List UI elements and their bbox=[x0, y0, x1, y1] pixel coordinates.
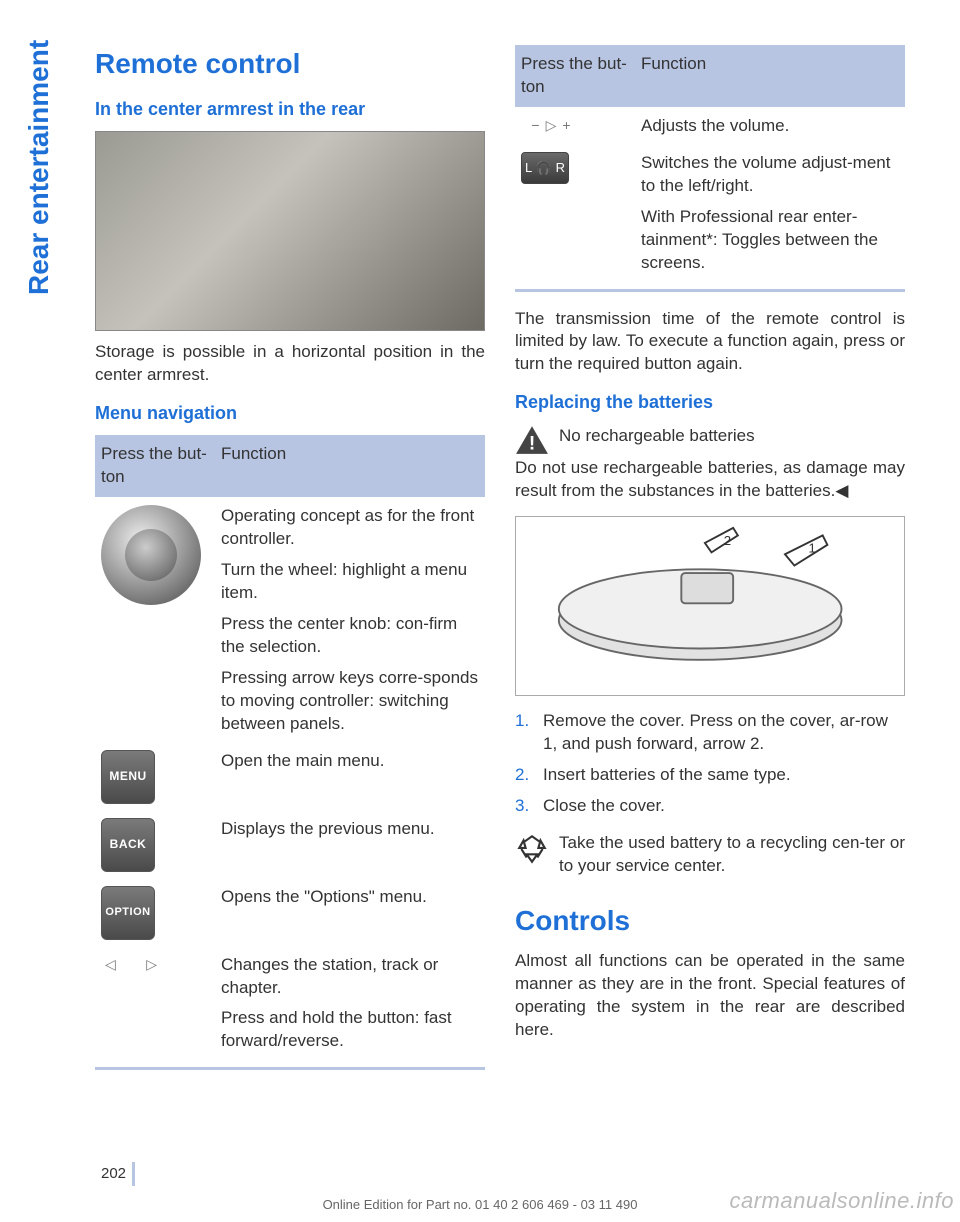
cell-text: With Professional rear enter‐tainment*: … bbox=[641, 206, 899, 275]
page-content: Remote control In the center armrest in … bbox=[95, 45, 910, 1086]
section-title-remote-control: Remote control bbox=[95, 45, 485, 83]
table-end-rule bbox=[95, 1067, 485, 1070]
subtitle-center-armrest: In the center armrest in the rear bbox=[95, 97, 485, 121]
watermark: carmanualsonline.info bbox=[729, 1186, 954, 1216]
section-title-controls: Controls bbox=[515, 902, 905, 940]
svg-text:2: 2 bbox=[724, 533, 731, 548]
cell-text: Displays the previous menu. bbox=[221, 818, 479, 841]
table-row: MENU Open the main menu. bbox=[95, 742, 485, 810]
table-row: BACK Displays the previous menu. bbox=[95, 810, 485, 878]
table-header-function: Function bbox=[635, 45, 905, 107]
volume-icon: −▷+ bbox=[521, 115, 581, 137]
image-remote-battery: 1 2 bbox=[515, 516, 905, 696]
prev-next-icon: ◁▷ bbox=[101, 954, 161, 976]
step-text: Close the cover. bbox=[543, 795, 665, 818]
table-end-rule bbox=[515, 289, 905, 292]
table-header-button: Press the but‐ton bbox=[515, 45, 635, 107]
warning-body: Do not use rechargeable batteries, as da… bbox=[515, 457, 905, 503]
cell-text: Switches the volume adjust‐ment to the l… bbox=[641, 152, 899, 198]
cell-text: Pressing arrow keys corre‐sponds to movi… bbox=[221, 667, 479, 736]
controls-body: Almost all functions can be operated in … bbox=[515, 950, 905, 1042]
recycle-text: Take the used battery to a recycling cen… bbox=[559, 832, 905, 878]
cell-text: Opens the "Options" menu. bbox=[221, 886, 479, 909]
page-number: 202 bbox=[95, 1162, 135, 1186]
cell-text: Adjusts the volume. bbox=[641, 115, 899, 138]
recycle-icon bbox=[515, 832, 549, 866]
cell-text: Operating concept as for the front contr… bbox=[221, 505, 479, 551]
warning-title: No rechargeable batteries bbox=[559, 425, 905, 448]
svg-text:1: 1 bbox=[809, 541, 816, 556]
table-remote-functions-cont: Press the but‐ton Function −▷+ Adjusts t… bbox=[515, 45, 905, 281]
caption-center-armrest: Storage is possible in a horizontal posi… bbox=[95, 341, 485, 387]
text-transmission-note: The transmission time of the remote cont… bbox=[515, 308, 905, 377]
table-header-button: Press the but‐ton bbox=[95, 435, 215, 497]
list-item: 2.Insert batteries of the same type. bbox=[515, 764, 905, 787]
list-item: 3.Close the cover. bbox=[515, 795, 905, 818]
warning-block: ! No rechargeable batteries bbox=[515, 425, 905, 455]
cell-text: Press and hold the button: fast forward/… bbox=[221, 1007, 479, 1053]
left-column: Remote control In the center armrest in … bbox=[95, 45, 485, 1086]
cell-text: Turn the wheel: highlight a menu item. bbox=[221, 559, 479, 605]
cell-text: Press the center knob: con‐firm the sele… bbox=[221, 613, 479, 659]
table-row: L 🎧 R Switches the volume adjust‐ment to… bbox=[515, 144, 905, 281]
steps-list: 1.Remove the cover. Press on the cover, … bbox=[515, 710, 905, 818]
side-tab-label: Rear entertainment bbox=[20, 40, 70, 400]
table-row: ◁▷ Changes the station, track or chapter… bbox=[95, 946, 485, 1060]
right-column: Press the but‐ton Function −▷+ Adjusts t… bbox=[515, 45, 905, 1086]
cell-text: Open the main menu. bbox=[221, 750, 479, 773]
step-text: Insert batteries of the same type. bbox=[543, 764, 791, 787]
warning-icon: ! bbox=[515, 425, 549, 455]
table-menu-navigation: Press the but‐ton Function Operating con… bbox=[95, 435, 485, 1059]
image-center-armrest bbox=[95, 131, 485, 331]
list-item: 1.Remove the cover. Press on the cover, … bbox=[515, 710, 905, 756]
cell-text: Changes the station, track or chapter. bbox=[221, 954, 479, 1000]
table-row: −▷+ Adjusts the volume. bbox=[515, 107, 905, 144]
option-button-icon: OPTION bbox=[101, 886, 155, 940]
lr-headphone-icon: L 🎧 R bbox=[521, 152, 569, 184]
table-row: Operating concept as for the front contr… bbox=[95, 497, 485, 741]
back-button-icon: BACK bbox=[101, 818, 155, 872]
step-text: Remove the cover. Press on the cover, ar… bbox=[543, 710, 905, 756]
svg-text:!: ! bbox=[529, 433, 535, 454]
recycle-note: Take the used battery to a recycling cen… bbox=[515, 832, 905, 878]
table-header-function: Function bbox=[215, 435, 485, 497]
controller-wheel-icon bbox=[101, 505, 201, 605]
table-row: OPTION Opens the "Options" menu. bbox=[95, 878, 485, 946]
subtitle-replacing-batteries: Replacing the batteries bbox=[515, 390, 905, 414]
subtitle-menu-navigation: Menu navigation bbox=[95, 401, 485, 425]
menu-button-icon: MENU bbox=[101, 750, 155, 804]
